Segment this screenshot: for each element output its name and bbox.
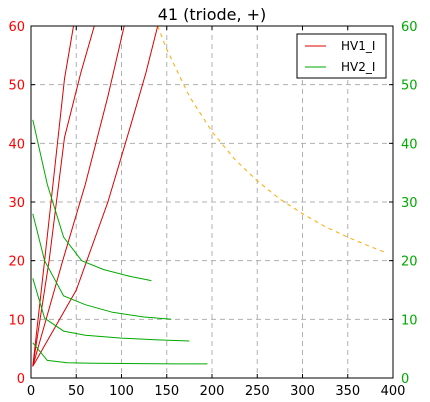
hv1-i-series-line	[32, 25, 159, 367]
limit-series-line	[157, 25, 385, 253]
x-tick-label: 50	[68, 384, 85, 399]
hv2-i-series-line	[32, 342, 208, 365]
x-tick-label: 200	[200, 384, 225, 399]
grid-lines	[31, 26, 393, 378]
y-right-tick-label: 0	[401, 372, 409, 387]
series-layer	[32, 25, 385, 367]
y-right-tick-label: 60	[401, 20, 418, 35]
x-tick-label: 400	[381, 384, 406, 399]
hv2-i-series-line	[32, 278, 190, 342]
legend-label-hv2: HV2_I	[341, 60, 375, 74]
y-left-tick-label: 30	[8, 196, 25, 211]
x-tick-label: 350	[335, 384, 360, 399]
x-tick-label: 0	[27, 384, 35, 399]
ticks-layer: 0 50 100 150 200 250 300 350 4000102030405060010…	[8, 20, 417, 399]
x-tick-label: 100	[109, 384, 134, 399]
y-right-tick-label: 30	[401, 196, 418, 211]
y-right-tick-label: 40	[401, 137, 418, 152]
y-left-tick-label: 40	[8, 137, 25, 152]
chart-title: 41 (triode, +)	[158, 5, 267, 24]
x-tick-label: 250	[245, 384, 270, 399]
legend: HV1_I HV2_I	[296, 33, 387, 79]
hv1-i-series-line	[32, 25, 95, 367]
y-left-tick-label: 10	[8, 313, 25, 328]
y-left-tick-label: 20	[8, 255, 25, 270]
y-left-tick-label: 60	[8, 20, 25, 35]
hv2-i-series-line	[32, 119, 152, 282]
hv1-i-series-line	[32, 25, 74, 367]
y-left-tick-label: 0	[17, 372, 25, 387]
x-tick-label: 150	[154, 384, 179, 399]
legend-box	[296, 33, 387, 79]
y-left-tick-label: 50	[8, 79, 25, 94]
y-right-tick-label: 50	[401, 79, 418, 94]
x-tick-label: 300	[290, 384, 315, 399]
legend-label-hv1: HV1_I	[341, 39, 375, 53]
y-right-tick-label: 20	[401, 255, 418, 270]
y-right-tick-label: 10	[401, 313, 418, 328]
hv2-i-series-line	[32, 213, 172, 320]
hv1-i-series-line	[32, 25, 125, 367]
